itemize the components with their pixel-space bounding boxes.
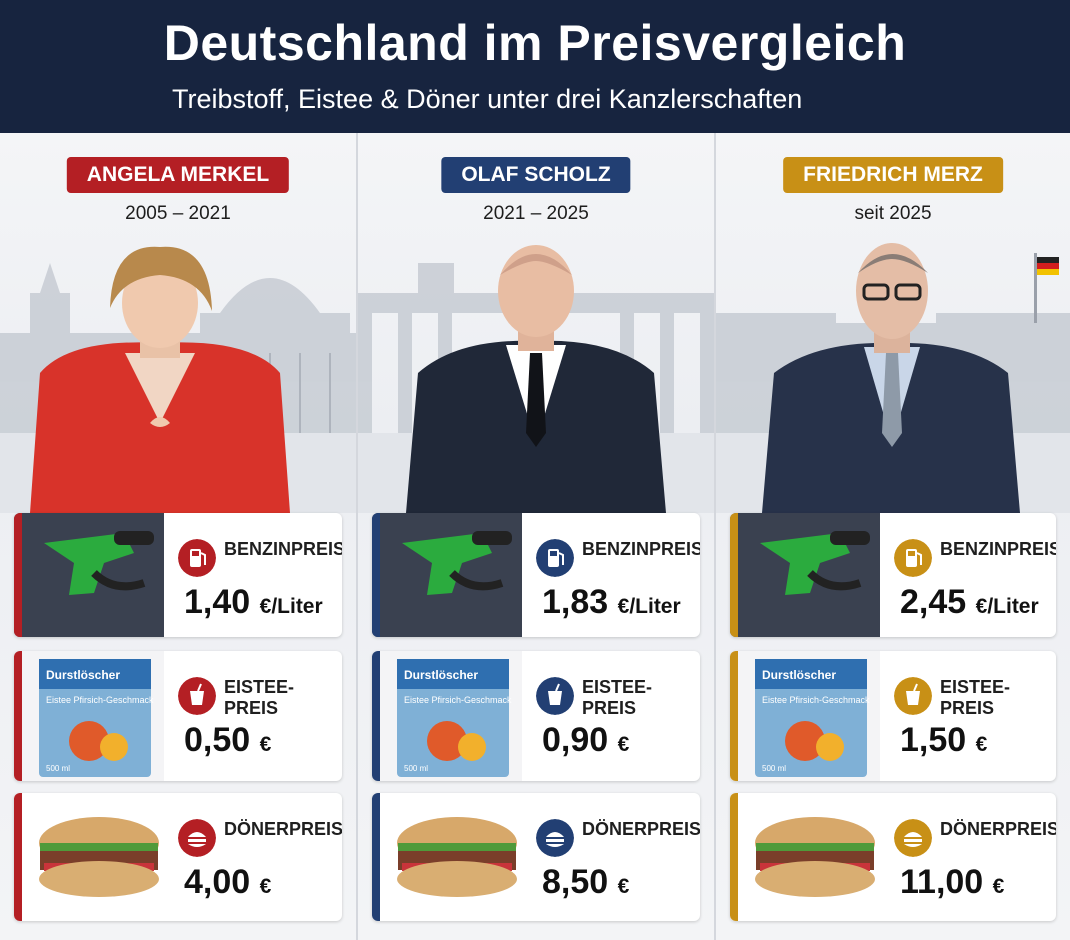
- icetea-price: 0,50 €: [184, 721, 272, 759]
- doner-price: 11,00 €: [900, 863, 1005, 901]
- icetea-flavor: Eistee Pfirsich-Geschmack: [404, 695, 512, 705]
- doner-icon: [536, 819, 574, 857]
- petrol-label: BENZINPREIS: [582, 539, 700, 559]
- column-merkel: ANGELA MERKEL 2005 – 2021: [0, 133, 356, 940]
- fuel-pump-icon: [894, 539, 932, 577]
- icetea-price-card: Durstlöscher Eistee Pfirsich-Geschmack 5…: [730, 651, 1056, 781]
- icetea-price-card: Durstlöscher Eistee Pfirsich-Geschmack 5…: [14, 651, 342, 781]
- doner-price: 8,50 €: [542, 863, 630, 901]
- icetea-label: EISTEE-PREIS: [940, 677, 1011, 718]
- page-title: Deutschland im Preisvergleich: [163, 15, 907, 71]
- petrol-price-card: BENZINPREIS 1,83 €/Liter: [372, 513, 700, 637]
- fuel-nozzle-photo: [14, 513, 164, 637]
- icetea-volume: 500 ml: [404, 764, 428, 773]
- icetea-brand: Durstlöscher: [762, 668, 836, 682]
- chancellor-name-badge: ANGELA MERKEL: [66, 157, 290, 193]
- column-scholz: OLAF SCHOLZ 2021 – 2025: [358, 133, 714, 940]
- fuel-nozzle-photo: [372, 513, 522, 637]
- icetea-flavor: Eistee Pfirsich-Geschmack: [46, 695, 154, 705]
- petrol-label: BENZINPREIS: [224, 539, 342, 559]
- petrol-price: 1,83 €/Liter: [542, 583, 681, 621]
- term-years: 2005 – 2021: [125, 203, 231, 224]
- column-merz: FRIEDRICH MERZ seit 2025: [716, 133, 1070, 940]
- column-divider: [714, 133, 716, 940]
- icetea-carton-photo: Durstlöscher Eistee Pfirsich-Geschmack 5…: [730, 651, 880, 781]
- cup-icon: [894, 677, 932, 715]
- icetea-price: 1,50 €: [900, 721, 988, 759]
- doner-price: 4,00 €: [184, 863, 272, 901]
- cup-icon: [178, 677, 216, 715]
- fuel-pump-icon: [536, 539, 574, 577]
- reichstag-illustration: [0, 246, 356, 513]
- doner-icon: [178, 819, 216, 857]
- term-years: seit 2025: [854, 203, 932, 224]
- doner-price-card: DÖNERPREIS 11,00 €: [730, 793, 1056, 921]
- page-subtitle: Treibstoff, Eistee & Döner unter drei Ka…: [172, 84, 803, 114]
- term-years: 2021 – 2025: [483, 203, 589, 224]
- doner-price-card: DÖNERPREIS 4,00 €: [14, 793, 342, 921]
- petrol-price: 2,45 €/Liter: [900, 583, 1039, 621]
- doner-price-card: DÖNERPREIS 8,50 €: [372, 793, 700, 921]
- icetea-brand: Durstlöscher: [404, 668, 478, 682]
- doner-label: DÖNERPREIS: [224, 819, 342, 839]
- chancellor-name-badge: OLAF SCHOLZ: [441, 157, 631, 193]
- fuel-pump-icon: [178, 539, 216, 577]
- petrol-price: 1,40 €/Liter: [184, 583, 323, 621]
- icetea-label: EISTEE-PREIS: [582, 677, 653, 718]
- icetea-price-card: Durstlöscher Eistee Pfirsich-Geschmack 5…: [372, 651, 700, 781]
- icetea-carton-photo: Durstlöscher Eistee Pfirsich-Geschmack 5…: [14, 651, 164, 781]
- column-divider: [356, 133, 358, 940]
- cup-icon: [536, 677, 574, 715]
- icetea-price: 0,90 €: [542, 721, 630, 759]
- header-banner: Deutschland im Preisvergleich Treibstoff…: [0, 0, 1070, 133]
- doner-label: DÖNERPREIS: [582, 819, 700, 839]
- fuel-nozzle-photo: [730, 513, 880, 637]
- doner-label: DÖNERPREIS: [940, 819, 1056, 839]
- petrol-label: BENZINPREIS: [940, 539, 1056, 559]
- icetea-label: EISTEE-PREIS: [224, 677, 295, 718]
- icetea-volume: 500 ml: [46, 764, 70, 773]
- chancellor-name-badge: FRIEDRICH MERZ: [783, 157, 1003, 193]
- icetea-brand: Durstlöscher: [46, 668, 120, 682]
- brandenburg-gate-illustration: [358, 245, 714, 513]
- icetea-flavor: Eistee Pfirsich-Geschmack: [762, 695, 870, 705]
- doner-sandwich-photo: [372, 793, 522, 921]
- chancellery-illustration: [716, 243, 1070, 513]
- petrol-price-card: BENZINPREIS 1,40 €/Liter: [14, 513, 342, 637]
- icetea-volume: 500 ml: [762, 764, 786, 773]
- petrol-price-card: BENZINPREIS 2,45 €/Liter: [730, 513, 1056, 637]
- doner-sandwich-photo: [14, 793, 164, 921]
- doner-sandwich-photo: [730, 793, 880, 921]
- doner-icon: [894, 819, 932, 857]
- icetea-carton-photo: Durstlöscher Eistee Pfirsich-Geschmack 5…: [372, 651, 522, 781]
